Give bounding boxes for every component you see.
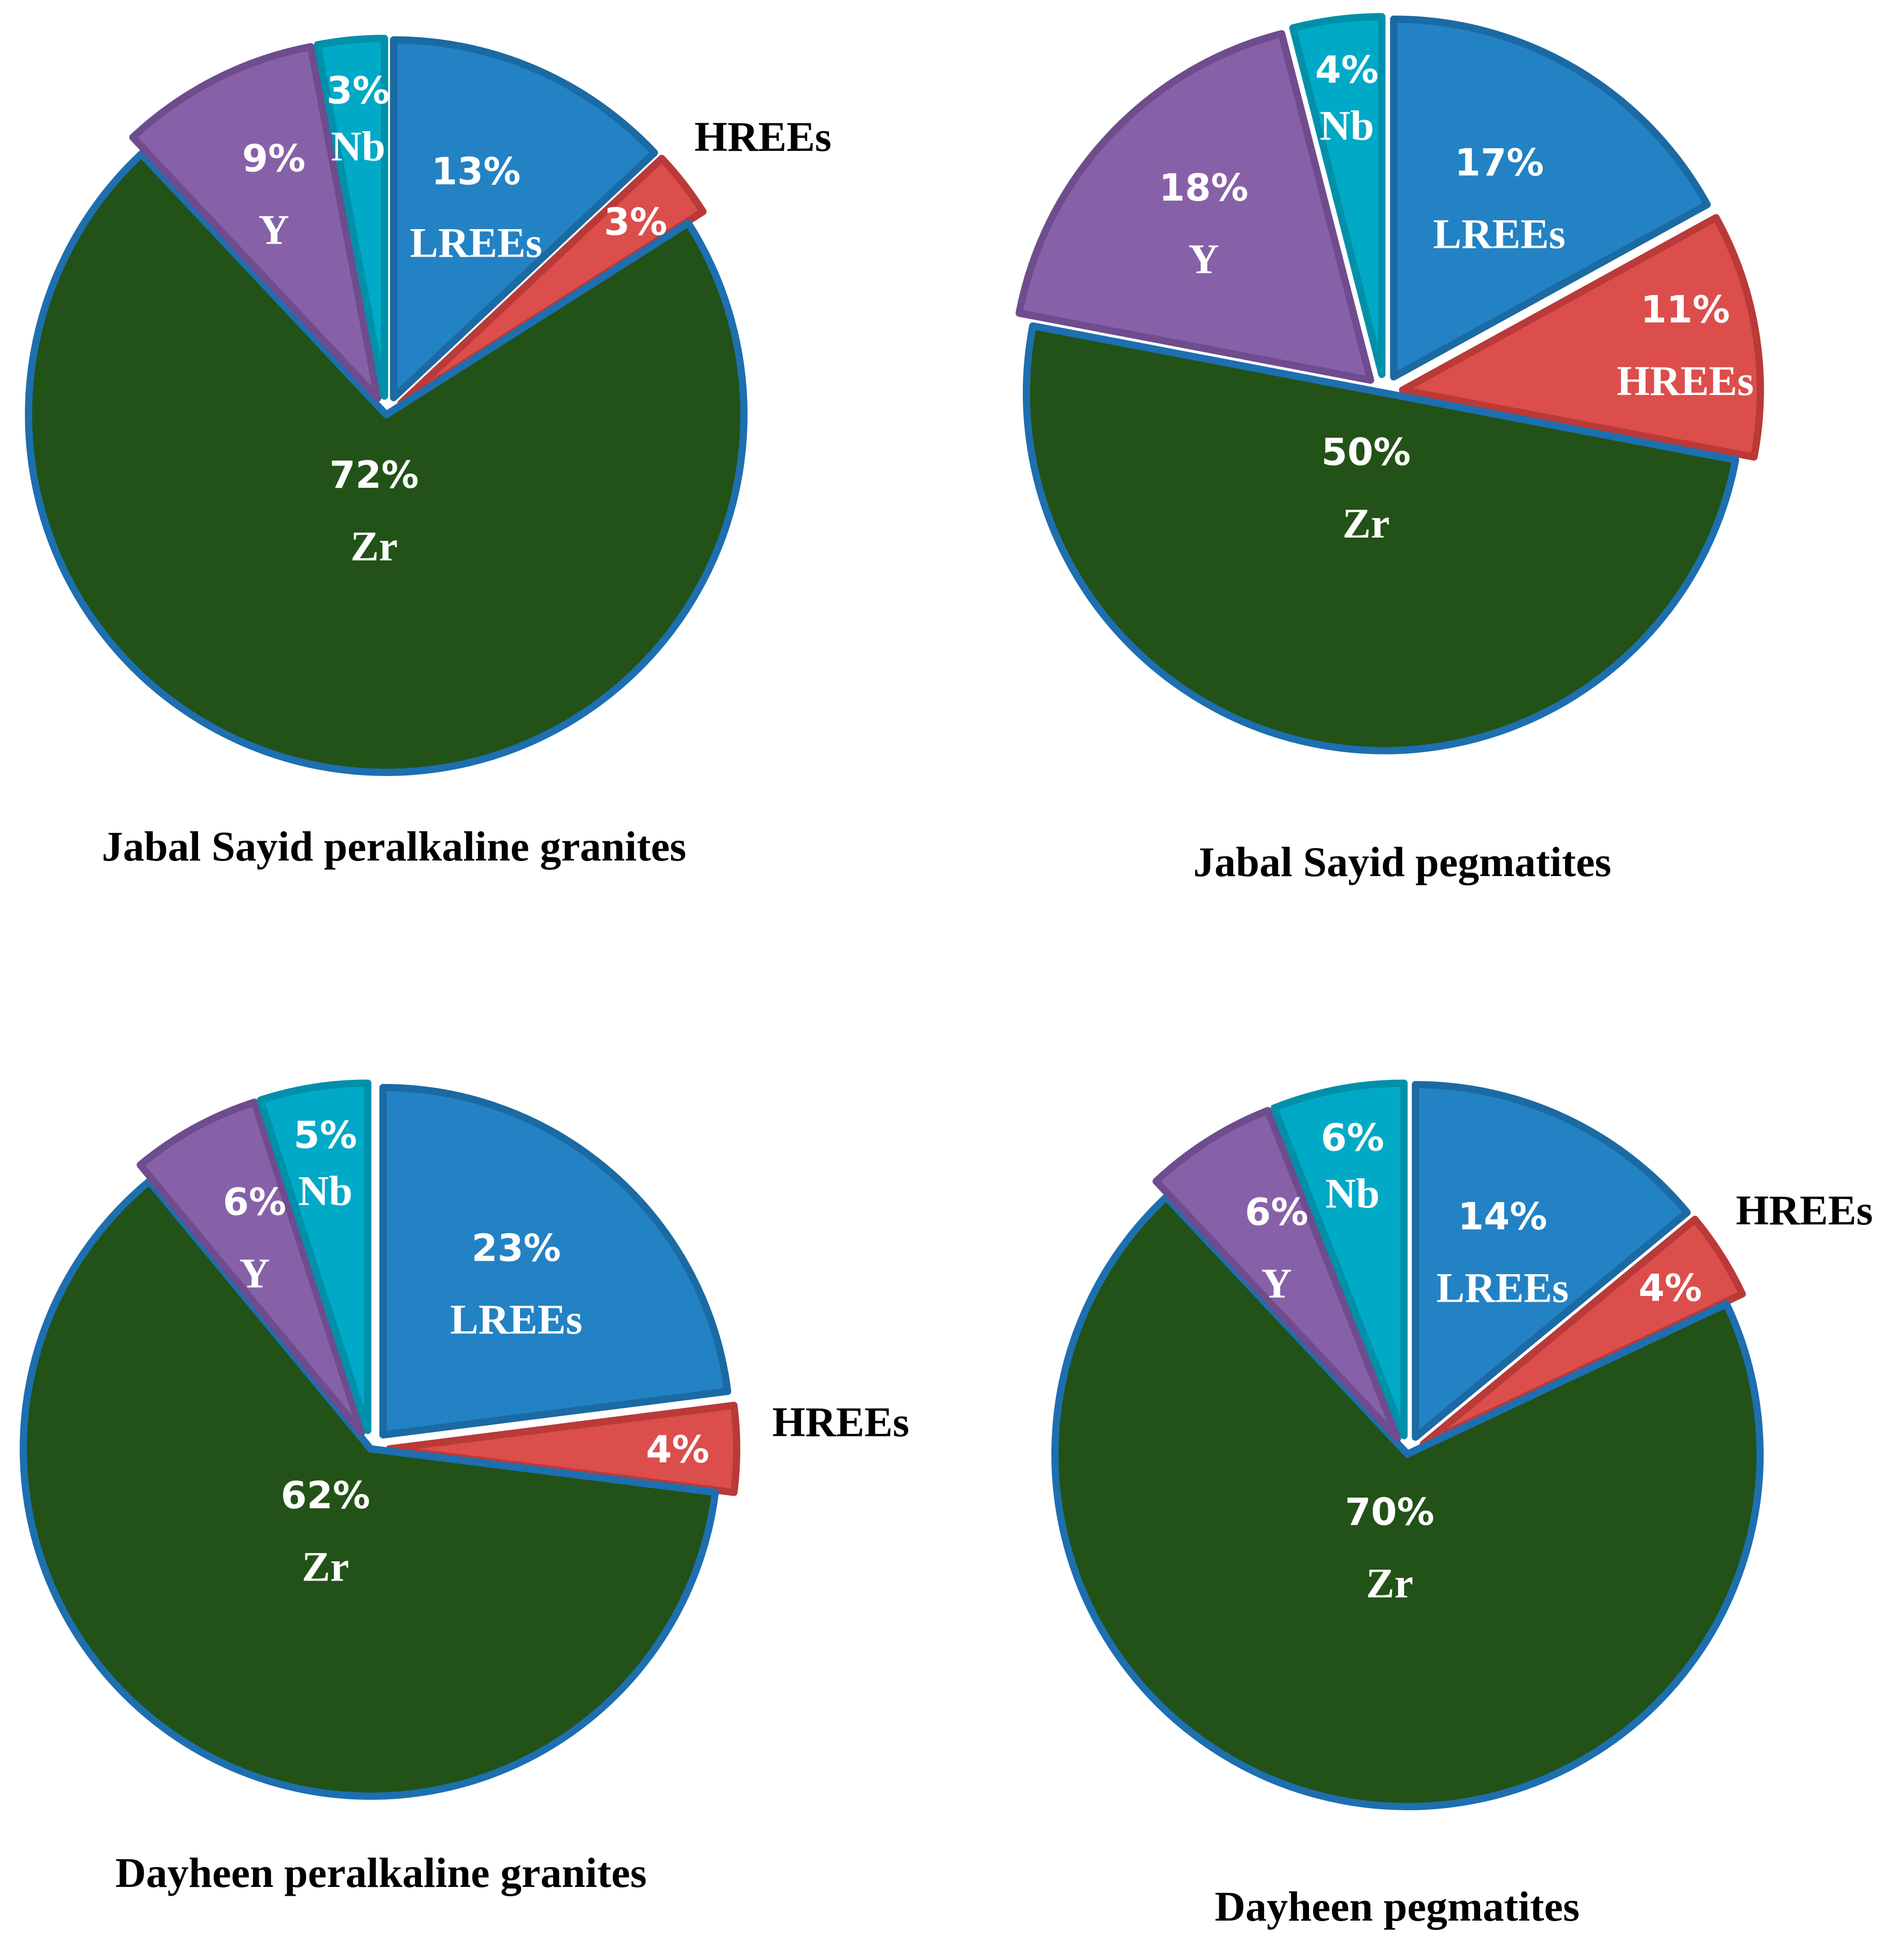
slice-percent-label: 70% (1345, 1490, 1434, 1533)
pie-slice-nb (1289, 13, 1386, 378)
slice-percent-label: 9% (242, 136, 305, 180)
slice-percent-label: 6% (1245, 1190, 1308, 1234)
slice-category-label: Nb (298, 1167, 353, 1214)
pie-slice-y (129, 43, 382, 402)
pie-slice-hrees (386, 1402, 741, 1496)
slice-percent-label: 4% (646, 1428, 709, 1471)
pie-chart-1: 13% LREEs 3% HREEs 72% Zr 9% Y 3% Nb Jabal Sayid p… (25, 35, 832, 870)
pie-chart-2: 17% LREEs 11% HREEs 50% Zr 18% Y 4% Nb Jabal Sayid… (1015, 13, 1764, 885)
slice-category-label: Y (1188, 235, 1219, 283)
chart-title: Dayheen pegmatites (1215, 1883, 1580, 1930)
slice-category-label: Y (239, 1250, 270, 1297)
pie-chart-4: 14% LREEs 4% HREEs 70% Zr 6% Y 6% Nb Dayheen pegma… (1051, 1079, 1873, 1930)
slice-category-label: LREEs (1433, 210, 1565, 258)
slice-category-label: LREEs (410, 219, 542, 266)
pie-chart-3: 23% LREEs 4% HREEs 62% Zr 6% Y 5% Nb Dayheen peral… (20, 1079, 909, 1896)
slice-percent-label: 13% (431, 150, 520, 193)
slice-percent-label: 14% (1458, 1195, 1547, 1238)
slice-category-label-outside: HREEs (695, 113, 832, 160)
pie-slice-hrees (1419, 1216, 1746, 1448)
slice-percent-label: 4% (1639, 1266, 1702, 1309)
pie-slice-nb (314, 35, 388, 400)
pie-slice-zr (25, 150, 748, 776)
slice-percent-label: 72% (329, 453, 418, 497)
slice-category-label: Nb (1320, 102, 1374, 149)
pie-slice-zr (1022, 322, 1739, 755)
slice-category-label: LREEs (1437, 1264, 1569, 1312)
slice-percent-label: 4% (1315, 48, 1378, 91)
slice-percent-label: 50% (1321, 430, 1411, 474)
pie-slice-zr (1051, 1193, 1764, 1810)
slice-category-label: Zr (350, 523, 398, 570)
slice-category-label: HREEs (1617, 357, 1754, 404)
slice-category-label: LREEs (450, 1296, 582, 1343)
pie-slice-hrees (1399, 214, 1764, 461)
pie-slice-hrees (397, 154, 707, 407)
pie-slice-zr (20, 1177, 719, 1800)
slice-category-label: Zr (302, 1543, 349, 1590)
slice-category-label: Y (1261, 1260, 1292, 1307)
pie-slice-y (1015, 30, 1374, 384)
pie-slice-lrees (379, 1084, 731, 1439)
pie-slice-lrees (1390, 16, 1711, 381)
slice-percent-label: 5% (293, 1113, 357, 1157)
slice-percent-label: 17% (1455, 141, 1544, 185)
slice-percent-label: 6% (223, 1180, 286, 1224)
slice-percent-label: 23% (472, 1226, 561, 1270)
slice-percent-label: 3% (327, 68, 390, 112)
pie-slice-lrees (390, 36, 658, 401)
chart-title: Jabal Sayid peralkaline granites (102, 823, 686, 870)
slice-category-label: Y (259, 206, 289, 253)
slice-percent-label: 18% (1159, 166, 1248, 209)
pie-slice-lrees (1412, 1081, 1691, 1441)
pie-slice-nb (257, 1079, 372, 1434)
slice-category-label: Zr (1366, 1559, 1413, 1606)
slice-category-label: Nb (1325, 1170, 1380, 1217)
pie-slice-y (1152, 1107, 1401, 1442)
slice-category-label-outside: HREEs (1736, 1187, 1873, 1234)
slice-category-label: Nb (331, 122, 386, 170)
slice-category-label-outside: HREEs (772, 1399, 909, 1446)
slice-category-label: Zr (1343, 500, 1390, 547)
pie-slice-nb (1270, 1079, 1408, 1440)
slice-percent-label: 6% (1321, 1116, 1384, 1160)
pie-slice-y (136, 1098, 365, 1436)
chart-title: Jabal Sayid pegmatites (1193, 838, 1611, 885)
slice-percent-label: 11% (1641, 288, 1730, 331)
slice-percent-label: 3% (604, 200, 667, 244)
chart-title: Dayheen peralkaline granites (116, 1849, 647, 1896)
slice-percent-label: 62% (281, 1474, 370, 1517)
